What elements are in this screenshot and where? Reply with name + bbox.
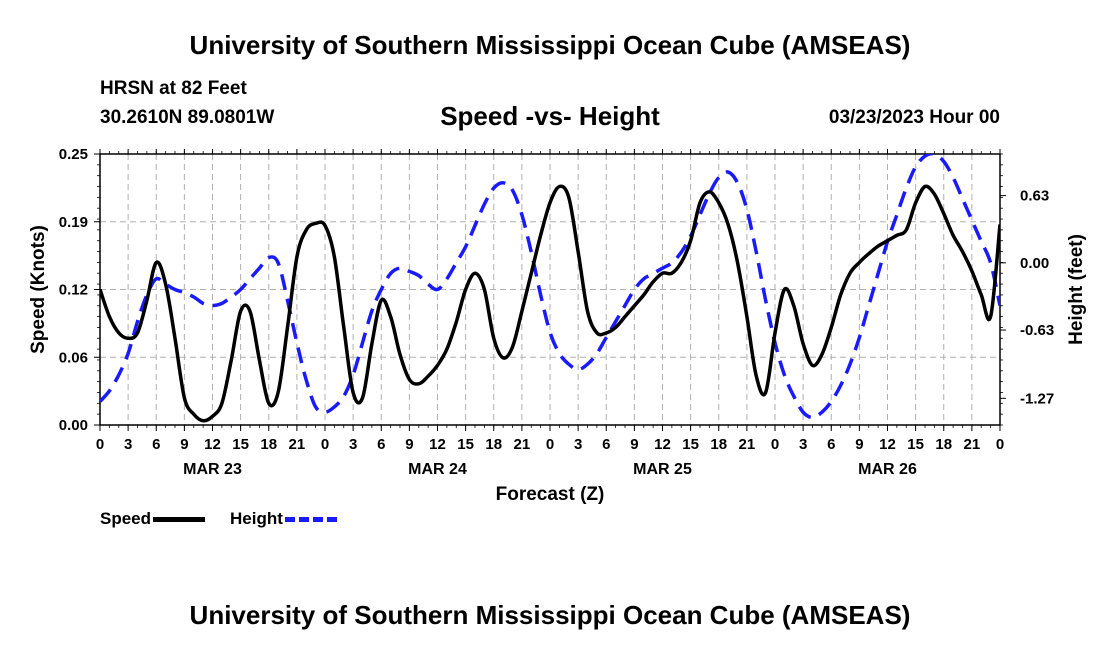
x-tick-label: 18 [485,436,502,453]
legend-speed-label: Speed [100,509,152,528]
y-right-tick-label: -1.27 [1020,390,1054,407]
y-right-tick-label: -0.63 [1020,322,1054,339]
grid [100,154,1000,425]
x-tick-label: 6 [602,436,610,453]
x-tick-label: 21 [289,436,306,453]
day-label: MAR 24 [408,461,467,478]
speed-height-chart: 0 3 6 9 12 15 18 21 0 3 6 9 12 15 18 21 0 3 6 9 12 15 18 21 0 3 6 9… [28,146,1087,505]
y-left-tick-label: 0.25 [59,146,88,163]
y-right-axis-title: Height (feet) [1066,234,1087,345]
x-axis-title: Forecast (Z) [496,484,605,505]
chart-subtitle: Speed -vs- Height [440,101,660,131]
day-label: MAR 23 [183,461,242,478]
x-tick-label: 21 [514,436,531,453]
station-label: HRSN at 82 Feet [100,78,247,99]
x-tick-label: 18 [935,436,952,453]
x-tick-label: 18 [260,436,277,453]
x-tick-label: 15 [457,436,474,453]
x-tick-label: 15 [232,436,249,453]
legend-height-swatch [284,516,337,522]
y-left-tick-label: 0.12 [59,282,88,299]
x-tick-label: 3 [124,436,132,453]
series-group [100,154,1000,423]
y-left-axis-title: Speed (Knots) [28,225,49,354]
x-tick-label: 18 [710,436,727,453]
x-tick-label: 3 [799,436,807,453]
x-tick-label: 21 [739,436,756,453]
day-label: MAR 25 [633,461,692,478]
y-left-tick-label: 0.00 [59,417,88,434]
x-tick-label: 3 [574,436,582,453]
speed-series-line [100,184,1000,423]
height-series-line [100,154,1000,420]
x-tick-label: 21 [964,436,981,453]
x-tick-label: 9 [180,436,188,453]
x-tick-label: 9 [405,436,413,453]
x-tick-label: 0 [546,436,554,453]
x-tick-label: 15 [907,436,924,453]
x-tick-label: 6 [377,436,385,453]
coordinates-label: 30.2610N 89.0801W [100,107,275,128]
x-tick-label: 0 [96,436,104,453]
day-label: MAR 26 [858,461,917,478]
x-tick-label: 15 [682,436,699,453]
footer-title: University of Southern Mississippi Ocean… [189,600,911,630]
x-tick-label: 9 [630,436,638,453]
x-tick-label: 12 [204,436,221,453]
y-left-tick-label: 0.19 [59,214,88,231]
y-right-tick-label: 0.00 [1020,255,1049,272]
forecast-date-label: 03/23/2023 Hour 00 [828,107,1000,128]
legend-speed: Speed [100,509,206,529]
x-tick-label: 0 [321,436,329,453]
legend-height: Height [230,509,337,529]
chart-title: University of Southern Mississippi Ocean… [189,30,911,60]
y-right-tick-label: 0.63 [1020,188,1049,205]
x-tick-label: 9 [855,436,863,453]
x-tick-label: 0 [996,436,1004,453]
x-tick-label: 3 [349,436,357,453]
x-tick-label: 12 [654,436,671,453]
legend-speed-swatch [153,516,206,522]
y-left-tick-label: 0.06 [59,349,88,366]
x-tick-label: 0 [771,436,779,453]
x-tick-label: 6 [152,436,160,453]
legend-height-label: Height [230,509,283,528]
x-tick-label: 12 [879,436,896,453]
axis-labels: 0 3 6 9 12 15 18 21 0 3 6 9 12 15 18 21 0 3 6 9 12 15 18 21 0 3 6 9… [28,146,1087,505]
x-tick-label: 6 [827,436,835,453]
x-tick-label: 12 [429,436,446,453]
